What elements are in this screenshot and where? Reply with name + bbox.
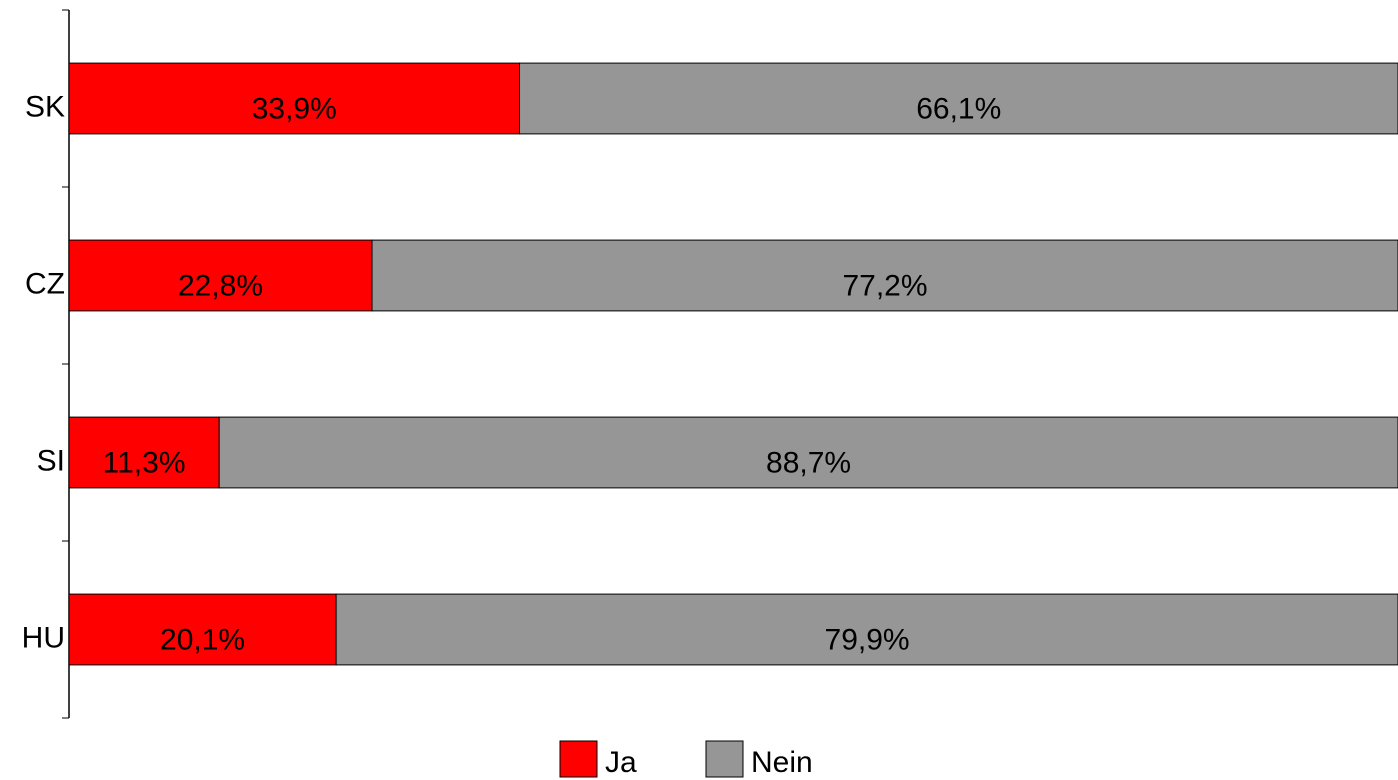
bar-segment (68, 62, 521, 135)
category-label: SK (25, 90, 65, 123)
bar-segment (68, 593, 337, 666)
legend-swatch (559, 740, 598, 778)
value-label: 20,1% (160, 623, 245, 656)
value-label: 88,7% (766, 446, 851, 479)
value-label: 22,8% (178, 269, 263, 302)
bar-segment (519, 62, 1398, 135)
value-label: 66,1% (916, 92, 1001, 125)
value-label: 11,3% (103, 446, 186, 479)
legend-label: Nein (751, 746, 813, 779)
legend-swatch (705, 740, 744, 778)
legend-label: Ja (605, 746, 637, 779)
bar-segment (68, 416, 220, 489)
bar-segment (371, 239, 1398, 312)
value-label: 33,9% (252, 92, 337, 125)
bar-segment (68, 239, 373, 312)
category-label: HU (22, 621, 65, 654)
value-label: 77,2% (842, 269, 927, 302)
category-label: SI (37, 444, 65, 477)
value-label: 79,9% (825, 623, 910, 656)
bar-segment (218, 416, 1398, 489)
category-label: CZ (25, 267, 65, 300)
